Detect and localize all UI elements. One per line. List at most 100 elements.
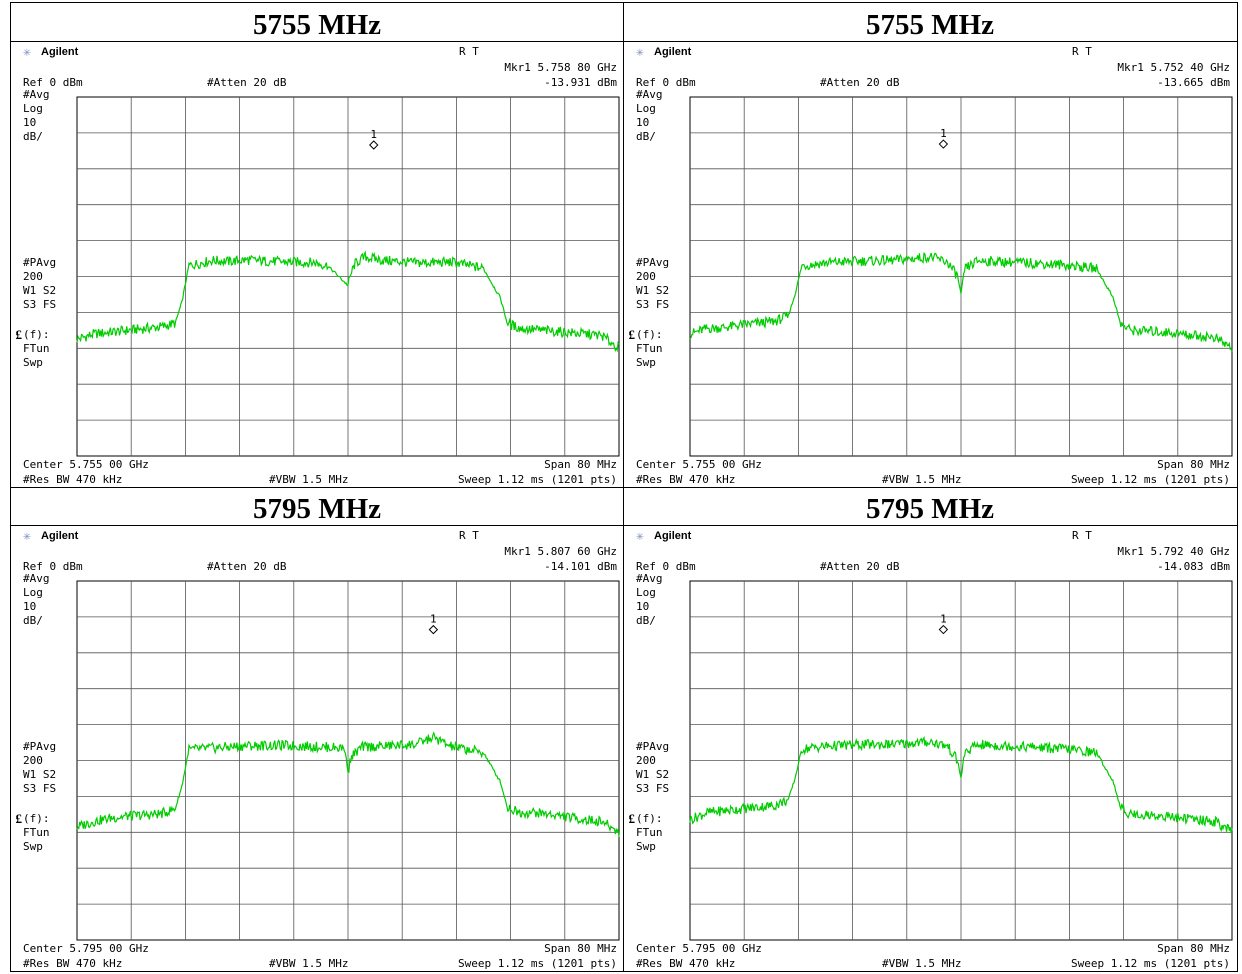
marker-label: Mkr1 5.792 40 GHz	[1117, 545, 1230, 558]
left-annotation: FTun	[23, 826, 50, 839]
vbw-label: #VBW 1.5 MHz	[269, 473, 348, 486]
rbw-label: #Res BW 470 kHz	[636, 473, 735, 486]
rbw-label: #Res BW 470 kHz	[23, 957, 122, 970]
left-annotation: W1 S2	[636, 768, 669, 781]
marker-diamond-icon	[369, 140, 379, 150]
panel-title-4: 5795 MHz	[865, 493, 995, 525]
marker-number: 1	[430, 613, 437, 626]
vbw-label: #VBW 1.5 MHz	[269, 957, 348, 970]
marker-diamond-icon	[938, 139, 949, 149]
grid-divider-title-bottom	[11, 525, 1237, 526]
brand-label: Agilent	[41, 530, 79, 542]
marker-label: Mkr1 5.758 80 GHz	[504, 61, 617, 74]
status-indicator: R T	[1072, 529, 1092, 542]
marker-diamond-icon	[428, 624, 439, 635]
sweep-label: Sweep 1.12 ms (1201 pts)	[458, 957, 617, 970]
spectrum-panel-4: ✳ Agilent R T Mkr1 5.792 40 GHz Ref 0 dBm #At…	[624, 526, 1236, 972]
left-annotation: dB/	[636, 130, 656, 143]
ref-level-label: Ref 0 dBm	[636, 560, 696, 573]
ref-level-label: Ref 0 dBm	[23, 560, 83, 573]
left-annotation: S3 FS	[23, 782, 56, 795]
sweep-label: Sweep 1.12 ms (1201 pts)	[458, 473, 617, 486]
panel-title-2: 5755 MHz	[865, 9, 995, 41]
left-annotation: 200	[636, 270, 656, 283]
left-annotation: 10	[636, 116, 649, 129]
center-frequency-label: Center 5.755 00 GHz	[636, 458, 762, 471]
function-symbol: £	[629, 327, 636, 342]
marker-value: -14.083 dBm	[1157, 560, 1230, 573]
spectrum-panel-3: ✳ Agilent R T Mkr1 5.807 60 GHz Ref 0 dBm #At…	[11, 526, 623, 972]
left-annotation: Swp	[636, 840, 656, 853]
left-annotation: #PAvg	[636, 740, 669, 753]
left-annotation: 200	[23, 270, 43, 283]
span-label: Span 80 MHz	[544, 942, 617, 955]
left-annotation: 200	[636, 754, 656, 767]
left-annotation: 200	[23, 754, 43, 767]
left-annotation: #PAvg	[23, 256, 56, 269]
grid-divider-middle	[11, 487, 1237, 488]
brand-label: Agilent	[41, 46, 79, 58]
status-indicator: R T	[459, 45, 479, 58]
ref-level-label: Ref 0 dBm	[23, 76, 83, 89]
left-annotation: Log	[23, 586, 43, 599]
marker-diamond-icon	[938, 624, 949, 635]
vbw-label: #VBW 1.5 MHz	[882, 957, 961, 970]
atten-label: #Atten 20 dB	[207, 76, 287, 89]
marker-number: 1	[940, 127, 947, 140]
agilent-logo-icon: ✳	[636, 529, 644, 544]
status-indicator: R T	[459, 529, 479, 542]
left-annotation: 10	[23, 600, 36, 613]
rbw-label: #Res BW 470 kHz	[636, 957, 735, 970]
left-annotation: #Avg	[636, 88, 663, 101]
spectrum-panel-1: ✳ Agilent R T Mkr1 5.758 80 GHz Ref 0 dBm #At…	[11, 42, 623, 488]
left-annotation: S3 FS	[23, 298, 56, 311]
left-annotation: #PAvg	[23, 740, 56, 753]
left-annotation: dB/	[23, 130, 43, 143]
function-symbol: £	[16, 811, 23, 826]
center-frequency-label: Center 5.795 00 GHz	[636, 942, 762, 955]
agilent-logo-icon: ✳	[636, 45, 644, 60]
left-annotation: (f):	[636, 328, 663, 341]
span-label: Span 80 MHz	[544, 458, 617, 471]
sweep-label: Sweep 1.12 ms (1201 pts)	[1071, 957, 1230, 970]
marker-number: 1	[370, 128, 377, 141]
atten-label: #Atten 20 dB	[820, 76, 900, 89]
brand-label: Agilent	[654, 530, 692, 542]
left-annotation: Swp	[23, 356, 43, 369]
span-label: Span 80 MHz	[1157, 942, 1230, 955]
figure-grid: 5755 MHz 5755 MHz 5795 MHz 5795 MHz ✳ Agi…	[10, 2, 1238, 972]
spectrum-trace	[76, 250, 620, 353]
left-annotation: Swp	[23, 840, 43, 853]
left-annotation: (f):	[23, 328, 50, 341]
center-frequency-label: Center 5.795 00 GHz	[23, 942, 149, 955]
left-annotation: Log	[636, 102, 656, 115]
spectrum-plot-4: ✳ Agilent R T Mkr1 5.792 40 GHz Ref 0 dBm #At…	[629, 529, 1233, 970]
left-annotation: 10	[23, 116, 36, 129]
marker-label: Mkr1 5.807 60 GHz	[504, 545, 617, 558]
spectrum-panel-2: ✳ Agilent R T Mkr1 5.752 40 GHz Ref 0 dBm #At…	[624, 42, 1236, 488]
left-annotation: dB/	[636, 614, 656, 627]
left-annotation: #Avg	[23, 88, 50, 101]
left-annotation: 10	[636, 600, 649, 613]
rbw-label: #Res BW 470 kHz	[23, 473, 122, 486]
marker-value: -13.931 dBm	[544, 76, 617, 89]
sweep-label: Sweep 1.12 ms (1201 pts)	[1071, 473, 1230, 486]
spectrum-trace	[689, 252, 1233, 352]
left-annotation: #Avg	[23, 572, 50, 585]
left-annotation: W1 S2	[23, 284, 56, 297]
atten-label: #Atten 20 dB	[820, 560, 900, 573]
grid-divider-title-top	[11, 41, 1237, 42]
left-annotation: W1 S2	[23, 768, 56, 781]
panel-title-1: 5755 MHz	[252, 9, 382, 41]
left-annotation: Swp	[636, 356, 656, 369]
spectrum-trace	[76, 731, 620, 838]
panel-title-3: 5795 MHz	[252, 493, 382, 525]
left-annotation: Log	[23, 102, 43, 115]
marker-value: -14.101 dBm	[544, 560, 617, 573]
ref-level-label: Ref 0 dBm	[636, 76, 696, 89]
status-indicator: R T	[1072, 45, 1092, 58]
left-annotation: Log	[636, 586, 656, 599]
marker-label: Mkr1 5.752 40 GHz	[1117, 61, 1230, 74]
vbw-label: #VBW 1.5 MHz	[882, 473, 961, 486]
left-annotation: (f):	[636, 812, 663, 825]
